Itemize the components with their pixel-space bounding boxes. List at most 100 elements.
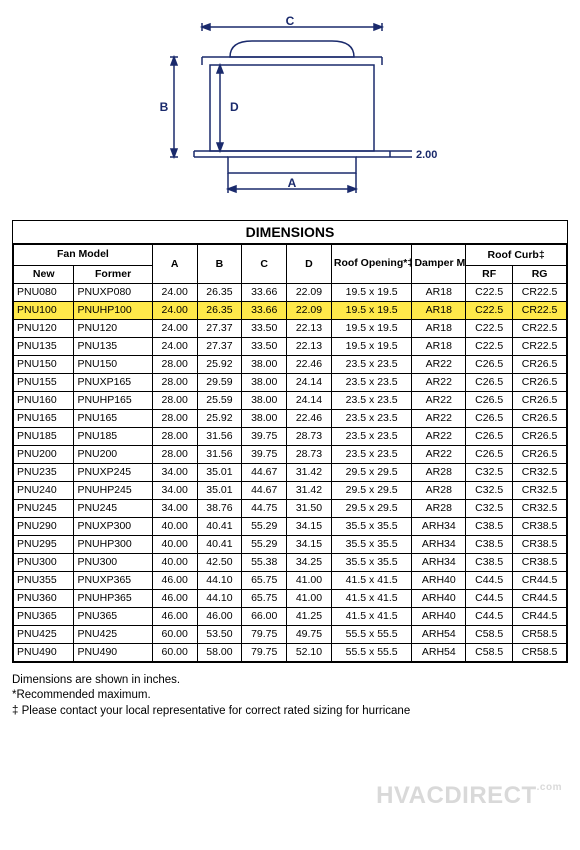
table-cell: PNUXP165: [74, 373, 152, 391]
table-cell: 34.00: [152, 499, 197, 517]
table-cell: PNU295: [14, 535, 74, 553]
table-cell: AR22: [412, 355, 466, 373]
table-cell: 31.56: [197, 445, 242, 463]
table-cell: CR38.5: [513, 517, 567, 535]
table-cell: 34.15: [287, 517, 332, 535]
table-cell: AR22: [412, 373, 466, 391]
table-cell: 79.75: [242, 625, 287, 643]
table-cell: PNU240: [14, 481, 74, 499]
table-cell: 24.00: [152, 283, 197, 301]
table-row: PNU160PNUHP16528.0025.5938.0024.1423.5 x…: [14, 391, 567, 409]
table-cell: 41.00: [287, 571, 332, 589]
table-cell: CR26.5: [513, 409, 567, 427]
table-cell: AR22: [412, 445, 466, 463]
table-cell: AR28: [412, 481, 466, 499]
table-cell: C58.5: [466, 643, 513, 661]
th-new: New: [14, 265, 74, 283]
table-title: DIMENSIONS: [13, 221, 567, 244]
table-cell: PNU425: [14, 625, 74, 643]
th-fan-model: Fan Model: [14, 245, 153, 266]
table-cell: 34.00: [152, 463, 197, 481]
table-cell: 58.00: [197, 643, 242, 661]
table-cell: PNU185: [14, 427, 74, 445]
table-cell: 23.5 x 23.5: [331, 391, 412, 409]
table-cell: C26.5: [466, 445, 513, 463]
table-cell: ARH34: [412, 553, 466, 571]
table-row: PNU360PNUHP36546.0044.1065.7541.0041.5 x…: [14, 589, 567, 607]
table-cell: CR22.5: [513, 283, 567, 301]
table-cell: 28.00: [152, 391, 197, 409]
table-cell: 25.92: [197, 355, 242, 373]
table-cell: 22.46: [287, 409, 332, 427]
table-cell: AR18: [412, 319, 466, 337]
table-cell: PNU200: [14, 445, 74, 463]
label-offset: 2.00: [416, 149, 437, 161]
watermark-main: HVACDIRECT: [376, 782, 537, 809]
table-row: PNU240PNUHP24534.0035.0144.6731.4229.5 x…: [14, 481, 567, 499]
table-cell: 25.92: [197, 409, 242, 427]
table-row: PNU355PNUXP36546.0044.1065.7541.0041.5 x…: [14, 571, 567, 589]
table-cell: CR38.5: [513, 553, 567, 571]
th-a: A: [152, 245, 197, 284]
table-cell: PNU490: [74, 643, 152, 661]
table-cell: 46.00: [152, 589, 197, 607]
table-cell: 35.5 x 35.5: [331, 535, 412, 553]
table-cell: AR28: [412, 499, 466, 517]
table-cell: CR26.5: [513, 445, 567, 463]
table-cell: ARH40: [412, 589, 466, 607]
table-cell: PNUHP365: [74, 589, 152, 607]
table-cell: PNU185: [74, 427, 152, 445]
table-row: PNU425PNU42560.0053.5079.7549.7555.5 x 5…: [14, 625, 567, 643]
table-cell: PNU235: [14, 463, 74, 481]
dimensions-table-wrap: DIMENSIONS Fan Model A B C D Roof Openin…: [12, 220, 568, 663]
table-cell: 55.5 x 55.5: [331, 625, 412, 643]
table-cell: 28.00: [152, 409, 197, 427]
table-cell: CR32.5: [513, 463, 567, 481]
table-cell: 35.01: [197, 481, 242, 499]
table-cell: C44.5: [466, 607, 513, 625]
th-rf: RF: [466, 265, 513, 283]
table-head: Fan Model A B C D Roof Opening*‡ Damper …: [14, 245, 567, 284]
table-cell: 53.50: [197, 625, 242, 643]
label-a: A: [288, 176, 297, 190]
table-cell: 44.67: [242, 481, 287, 499]
table-cell: PNUXP300: [74, 517, 152, 535]
table-cell: ARH34: [412, 517, 466, 535]
table-row: PNU100PNUHP10024.0026.3533.6622.0919.5 x…: [14, 301, 567, 319]
table-cell: AR22: [412, 391, 466, 409]
table-cell: 41.00: [287, 589, 332, 607]
table-cell: 24.14: [287, 373, 332, 391]
table-cell: 27.37: [197, 337, 242, 355]
table-cell: PNU290: [14, 517, 74, 535]
table-body: PNU080PNUXP08024.0026.3533.6622.0919.5 x…: [14, 283, 567, 661]
table-cell: PNU360: [14, 589, 74, 607]
table-cell: 28.00: [152, 445, 197, 463]
table-cell: 44.10: [197, 589, 242, 607]
table-cell: 24.00: [152, 301, 197, 319]
table-cell: PNU165: [14, 409, 74, 427]
table-cell: 33.66: [242, 301, 287, 319]
table-cell: 31.56: [197, 427, 242, 445]
table-cell: C44.5: [466, 589, 513, 607]
table-cell: PNU365: [14, 607, 74, 625]
table-cell: AR28: [412, 463, 466, 481]
table-cell: 35.01: [197, 463, 242, 481]
table-cell: 22.13: [287, 337, 332, 355]
table-cell: 39.75: [242, 445, 287, 463]
table-cell: 26.35: [197, 301, 242, 319]
table-cell: AR22: [412, 427, 466, 445]
table-cell: AR18: [412, 337, 466, 355]
table-cell: 23.5 x 23.5: [331, 355, 412, 373]
table-cell: 55.5 x 55.5: [331, 643, 412, 661]
table-cell: C32.5: [466, 481, 513, 499]
table-cell: 31.50: [287, 499, 332, 517]
table-cell: 46.00: [152, 607, 197, 625]
table-cell: PNU120: [74, 319, 152, 337]
table-cell: 40.00: [152, 553, 197, 571]
table-cell: PNUHP245: [74, 481, 152, 499]
table-cell: 19.5 x 19.5: [331, 283, 412, 301]
table-cell: ARH54: [412, 643, 466, 661]
table-cell: 44.75: [242, 499, 287, 517]
table-cell: 29.5 x 29.5: [331, 463, 412, 481]
table-cell: 29.59: [197, 373, 242, 391]
